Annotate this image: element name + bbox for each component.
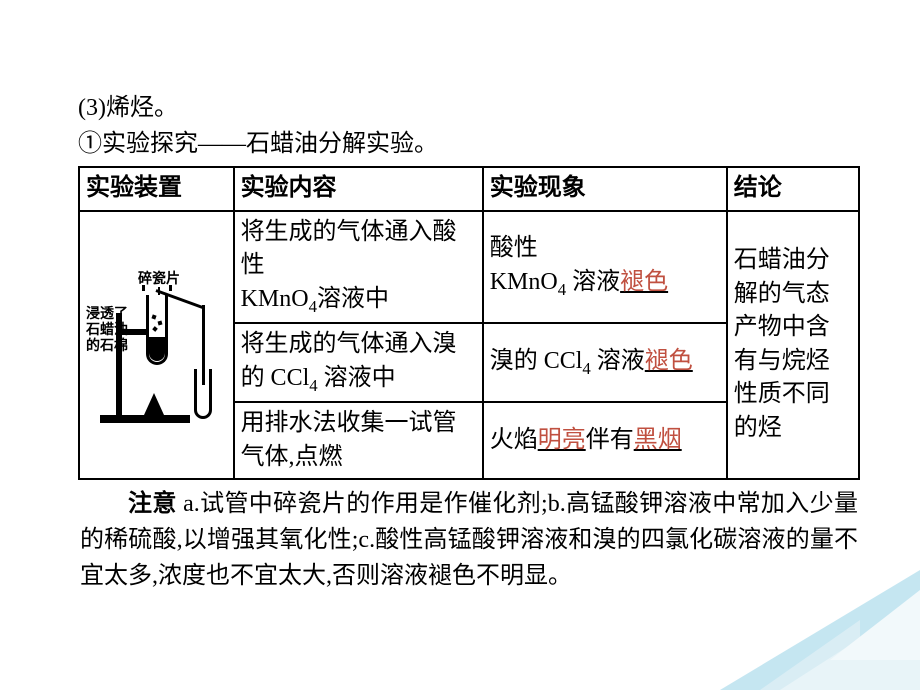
cell-apparatus: 碎瓷片 浸透了 石蜡油 的石棉 xyxy=(79,211,234,480)
intro-1-text: 烯烃。 xyxy=(106,95,178,121)
intro-2-text: 实验探究——石蜡油分解实验。 xyxy=(102,131,438,157)
th-phenomenon: 实验现象 xyxy=(483,167,727,211)
table-row: 碎瓷片 浸透了 石蜡油 的石棉 xyxy=(79,211,859,324)
slide-content: (3)烯烃。 ①实验探究——石蜡油分解实验。 实验装置 实验内容 实验现象 结论… xyxy=(0,0,920,594)
highlight-fade: 褪色 xyxy=(645,348,693,374)
collection-tube-icon xyxy=(194,369,212,419)
cell-conclusion: 石蜡油分解的气态产物中含有与烷烃性质不同的烃 xyxy=(727,211,859,480)
th-apparatus: 实验装置 xyxy=(79,167,234,211)
highlight-smoke: 黑烟 xyxy=(634,427,682,453)
tube-fill-icon xyxy=(149,337,165,361)
highlight-bright: 明亮 xyxy=(538,427,586,453)
th-content: 实验内容 xyxy=(234,167,483,211)
experiment-table: 实验装置 实验内容 实验现象 结论 碎瓷片 浸透了 石蜡油 的石棉 xyxy=(78,166,860,480)
cell-phenom-1: 酸性 KMnO4 溶液褪色 xyxy=(483,211,727,324)
note-text: a.试管中碎瓷片的作用是作催化剂;b.高锰酸钾溶液中常加入少量的稀硫酸,以增强其… xyxy=(80,491,858,589)
cell-phenom-3: 火焰明亮伴有黑烟 xyxy=(483,402,727,479)
triangle-icon xyxy=(830,590,920,660)
triangle-icon xyxy=(760,620,860,690)
flame-icon xyxy=(144,393,164,415)
table-header-row: 实验装置 实验内容 实验现象 结论 xyxy=(79,167,859,211)
ceramic-fragment-icon xyxy=(158,320,163,325)
note-label: 注意 xyxy=(128,491,177,517)
cell-content-2: 将生成的气体通入溴的 CCl4 溶液中 xyxy=(234,323,483,402)
intro-2-prefix: ① xyxy=(78,131,102,157)
intro-line-2: ①实验探究——石蜡油分解实验。 xyxy=(78,126,860,162)
burner-icon xyxy=(148,413,160,423)
highlight-fade: 褪色 xyxy=(620,269,668,295)
cell-content-1: 将生成的气体通入酸性 KMnO4溶液中 xyxy=(234,211,483,324)
intro-line-1: (3)烯烃。 xyxy=(78,90,860,126)
th-conclusion: 结论 xyxy=(727,167,859,211)
cell-phenom-2: 溴的 CCl4 溶液褪色 xyxy=(483,323,727,402)
intro-1-prefix: (3) xyxy=(78,95,106,121)
apparatus-diagram: 碎瓷片 浸透了 石蜡油 的石棉 xyxy=(86,265,224,425)
cell-content-3: 用排水法收集一试管气体,点燃 xyxy=(234,402,483,479)
stand-base-icon xyxy=(100,415,190,423)
note-paragraph: 注意 a.试管中碎瓷片的作用是作催化剂;b.高锰酸钾溶液中常加入少量的稀硫酸,以… xyxy=(78,480,860,594)
triangle-icon xyxy=(780,600,920,690)
